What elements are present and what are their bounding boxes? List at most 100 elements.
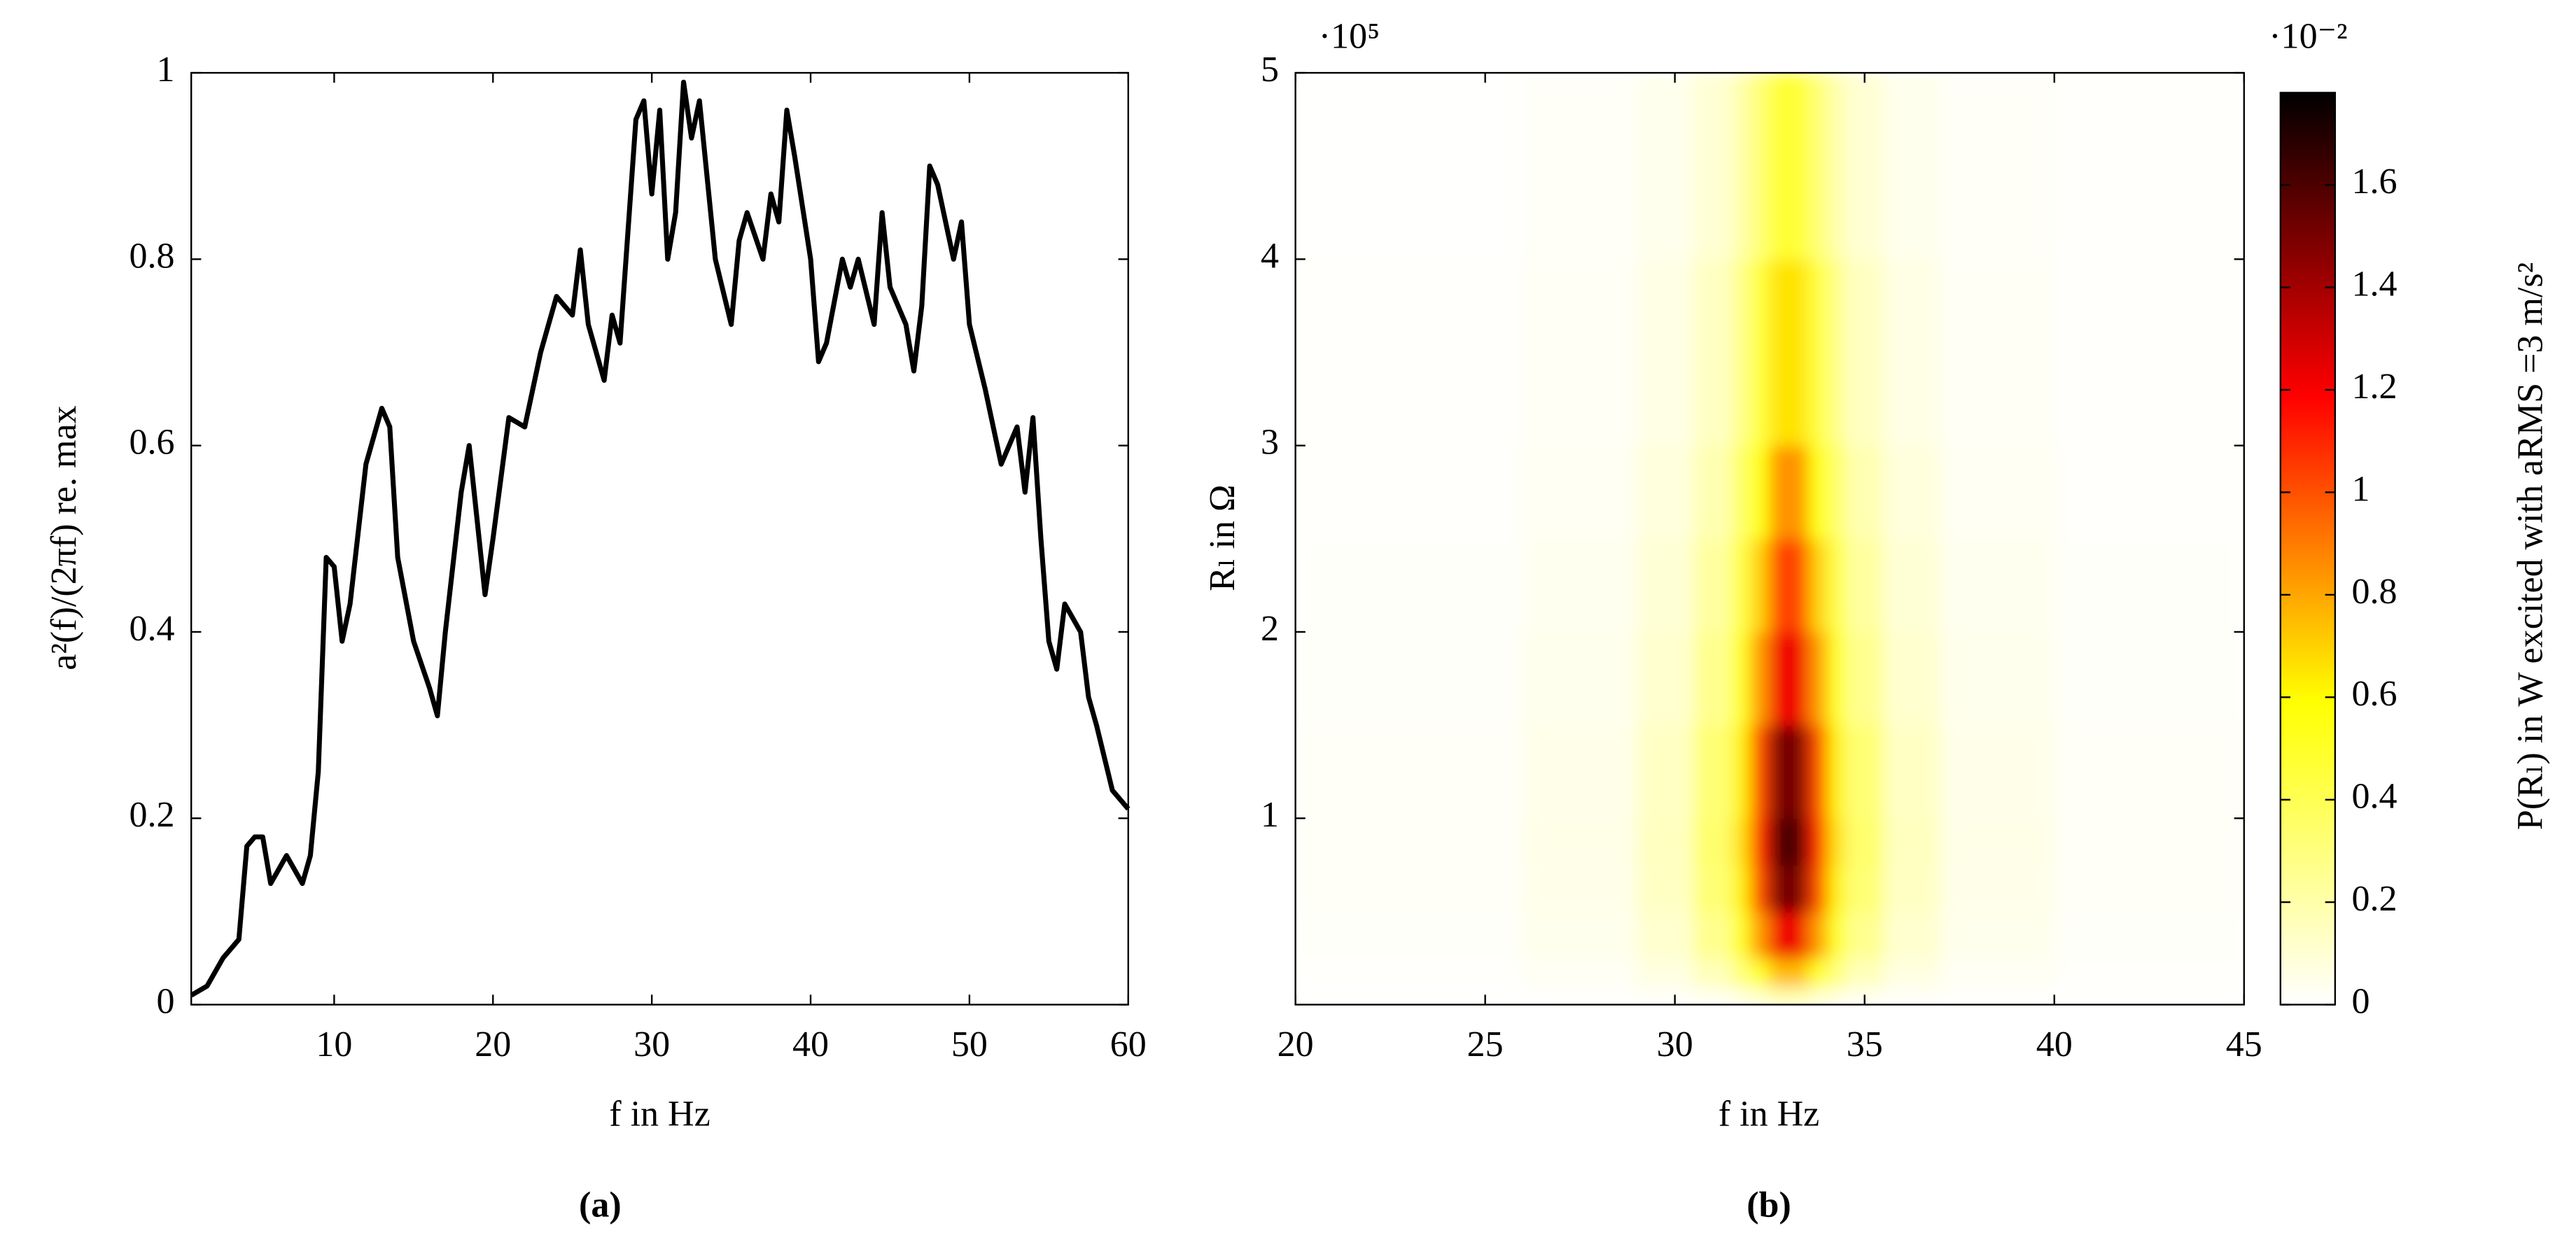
heatmap-cell — [2054, 985, 2244, 1005]
heatmap-cell — [1751, 864, 1771, 913]
heatmap-cell — [1845, 864, 1885, 913]
heatmap-cell — [1940, 725, 2055, 820]
colorbar-tick-label: 0.6 — [2351, 674, 2397, 714]
heatmap-cell — [1883, 864, 1942, 913]
heatmap-cell — [1883, 725, 1942, 820]
heatmap-cell — [1522, 864, 1638, 913]
heatmap-cell — [1295, 259, 1525, 446]
heatmap-cell — [1732, 864, 1752, 913]
y-tick-label: 0.8 — [130, 236, 175, 276]
panel-label: (b) — [1746, 1185, 1791, 1225]
heatmap-cell — [1770, 259, 1790, 446]
heatmap-cell — [1845, 538, 1885, 633]
heatmap-cell — [1845, 818, 1885, 866]
heatmap-cell — [1807, 259, 1828, 446]
heatmap-cell — [1788, 725, 1809, 820]
heatmap-cell — [1637, 818, 1695, 866]
heatmap-cell — [2054, 818, 2244, 866]
heatmap-cell — [1807, 445, 1828, 540]
heatmap-cell — [1807, 957, 1828, 987]
x-tick-label: 30 — [634, 1025, 670, 1064]
heatmap-cell — [1845, 911, 1885, 959]
heatmap-cell — [1693, 538, 1733, 633]
colorbar-tick-label: 0.4 — [2351, 777, 2397, 817]
colorbar-tick-label: 0 — [2351, 981, 2370, 1021]
y-tick-label: 3 — [1261, 423, 1279, 463]
x-tick-label: 20 — [1278, 1025, 1314, 1064]
heatmap-cells — [1295, 73, 2244, 1005]
heatmap-cell — [1693, 864, 1733, 913]
heatmap-cell — [1770, 957, 1790, 987]
heatmap-cell — [1883, 259, 1942, 446]
heatmap-cell — [1637, 985, 1695, 1005]
heatmap-cell — [1637, 957, 1695, 987]
heatmap-cell — [1807, 73, 1828, 260]
heatmap-cell — [1770, 631, 1790, 726]
heatmap-cell — [1788, 538, 1809, 633]
heatmap-cell — [1732, 73, 1752, 260]
y-tick-label: 1 — [1261, 795, 1279, 835]
heatmap-cell — [2054, 725, 2244, 820]
heatmap-cell — [1693, 725, 1733, 820]
heatmap-cell — [1940, 985, 2055, 1005]
colorbar-tick-label: 0.8 — [2351, 572, 2397, 612]
colorbar — [2279, 92, 2337, 1006]
heatmap-cell — [1522, 911, 1638, 959]
heatmap-cell — [1883, 957, 1942, 987]
heatmap-cell — [1522, 73, 1638, 260]
heatmap-cell — [1732, 445, 1752, 540]
heatmap-cell — [1883, 985, 1942, 1005]
heatmap-cell — [1693, 259, 1733, 446]
heatmap-cell — [1940, 631, 2055, 726]
heatmap-cell — [1295, 725, 1525, 820]
colorbar-tick-label: 0.2 — [2351, 879, 2397, 919]
heatmap-cell — [1807, 818, 1828, 866]
y-tick-label: 2 — [1261, 609, 1279, 649]
heatmap-cell — [1751, 631, 1771, 726]
heatmap-cell — [1522, 985, 1638, 1005]
heatmap-cell — [1751, 73, 1771, 260]
x-tick-label: 50 — [951, 1025, 988, 1064]
heatmap-cell — [1788, 864, 1809, 913]
y-tick-label: 0.6 — [130, 423, 175, 463]
heatmap-cell — [1693, 985, 1733, 1005]
heatmap-cell — [1522, 445, 1638, 540]
heatmap — [1295, 73, 2244, 1005]
heatmap-cell — [1788, 631, 1809, 726]
heatmap-cell — [1826, 631, 1847, 726]
heatmap-cell — [1693, 73, 1733, 260]
heatmap-cell — [1751, 445, 1771, 540]
heatmap-cell — [2054, 957, 2244, 987]
heatmap-cell — [1788, 259, 1809, 446]
y-tick-label: 4 — [1261, 236, 1279, 276]
heatmap-cell — [1693, 957, 1733, 987]
heatmap-cell — [1522, 957, 1638, 987]
heatmap-cell — [2054, 538, 2244, 633]
heatmap-cell — [1845, 259, 1885, 446]
x-tick-label: 35 — [1847, 1025, 1883, 1064]
heatmap-cell — [1751, 538, 1771, 633]
heatmap-cell — [1770, 445, 1790, 540]
heatmap-cell — [1295, 631, 1525, 726]
heatmap-cell — [1732, 911, 1752, 959]
heatmap-cell — [2054, 631, 2244, 726]
heatmap-cell — [1788, 445, 1809, 540]
heatmap-cell — [1751, 911, 1771, 959]
heatmap-cell — [1826, 538, 1847, 633]
heatmap-cell — [1940, 864, 2055, 913]
colorbar-label: P(Rₗ) in W excited with aRMS =3 m/s² — [2511, 262, 2551, 830]
data-line — [190, 79, 1130, 998]
colorbar-tick-label: 1 — [2351, 469, 2370, 509]
heatmap-cell — [1807, 538, 1828, 633]
heatmap-cell — [1807, 725, 1828, 820]
heatmap-cell — [1522, 538, 1638, 633]
heatmap-cell — [1883, 911, 1942, 959]
heatmap-cell — [1295, 445, 1525, 540]
y-tick-label: 0.4 — [130, 609, 175, 649]
heatmap-cell — [1295, 911, 1525, 959]
heatmap-cell — [1807, 911, 1828, 959]
heatmap-cell — [1770, 538, 1790, 633]
x-tick-label: 10 — [316, 1025, 352, 1064]
heatmap-cell — [2054, 259, 2244, 446]
